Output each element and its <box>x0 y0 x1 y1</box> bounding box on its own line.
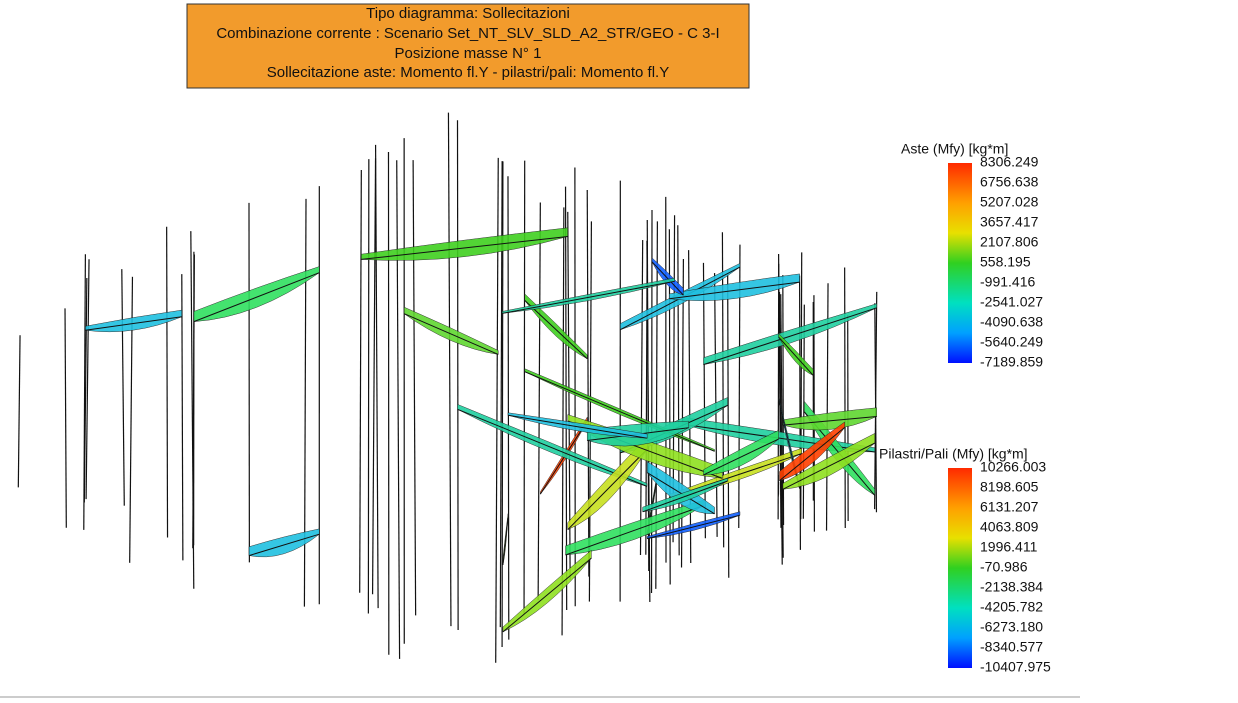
column <box>703 263 705 538</box>
structural-model <box>18 113 876 663</box>
legend-label: 3657.417 <box>980 214 1039 230</box>
legend-label: 558.195 <box>980 254 1031 270</box>
beam <box>779 337 814 375</box>
column <box>397 160 400 659</box>
header-line: Posizione masse N° 1 <box>395 45 542 62</box>
color-scale <box>948 468 972 668</box>
column <box>682 259 684 567</box>
column <box>538 202 540 600</box>
legend-label: -4205.782 <box>980 599 1043 615</box>
header-line: Combinazione corrente : Scenario Set_NT_… <box>216 25 719 42</box>
legend-label: -10407.975 <box>980 659 1051 675</box>
column <box>413 160 416 615</box>
column <box>167 227 168 538</box>
legend-label: -4090.638 <box>980 314 1043 330</box>
color-scale <box>948 163 972 363</box>
column <box>360 170 362 593</box>
legend-label: -2138.384 <box>980 579 1043 595</box>
legend-label: 6131.207 <box>980 499 1039 515</box>
column <box>458 120 459 630</box>
column <box>524 161 525 614</box>
column <box>722 232 723 547</box>
legend-label: -8340.577 <box>980 639 1043 655</box>
header-line: Tipo diagramma: Sollecitazioni <box>366 5 570 22</box>
column <box>376 145 379 608</box>
column <box>84 254 86 530</box>
column <box>448 113 451 626</box>
legend-label: 2107.806 <box>980 234 1039 250</box>
column <box>122 269 124 506</box>
beam <box>683 424 874 452</box>
column <box>65 308 66 527</box>
column <box>18 335 20 487</box>
legend-label: 8198.605 <box>980 479 1039 495</box>
legend-label: -2541.027 <box>980 294 1043 310</box>
legend-label: -70.986 <box>980 559 1028 575</box>
moment-diagram <box>404 307 498 354</box>
legend-label: -991.416 <box>980 274 1035 290</box>
legend-label: 8306.249 <box>980 154 1039 170</box>
legend-label: -5640.249 <box>980 334 1043 350</box>
header-line: Sollecitazione aste: Momento fl.Y - pila… <box>267 64 669 81</box>
beam <box>503 558 591 632</box>
column <box>182 274 183 560</box>
beam <box>194 273 319 322</box>
moment-diagram <box>503 550 591 632</box>
column <box>800 276 801 550</box>
column <box>845 268 846 529</box>
moment-diagram <box>194 267 319 322</box>
legend-label: 10266.003 <box>980 459 1046 475</box>
legend-label: 1996.411 <box>980 539 1038 555</box>
legend-label: 6756.638 <box>980 174 1039 190</box>
column <box>373 158 376 594</box>
beam <box>703 308 876 365</box>
moment-diagram <box>783 408 877 430</box>
legend-label: 4063.809 <box>980 519 1039 535</box>
legend-label: -7189.859 <box>980 354 1043 370</box>
column <box>304 199 306 607</box>
beam <box>404 314 498 355</box>
legend-label: -6273.180 <box>980 619 1043 635</box>
column <box>678 225 679 555</box>
legend-label: 5207.028 <box>980 194 1039 210</box>
column <box>502 161 503 647</box>
beam <box>503 518 508 565</box>
column <box>496 158 499 663</box>
moment-diagram <box>703 304 876 365</box>
